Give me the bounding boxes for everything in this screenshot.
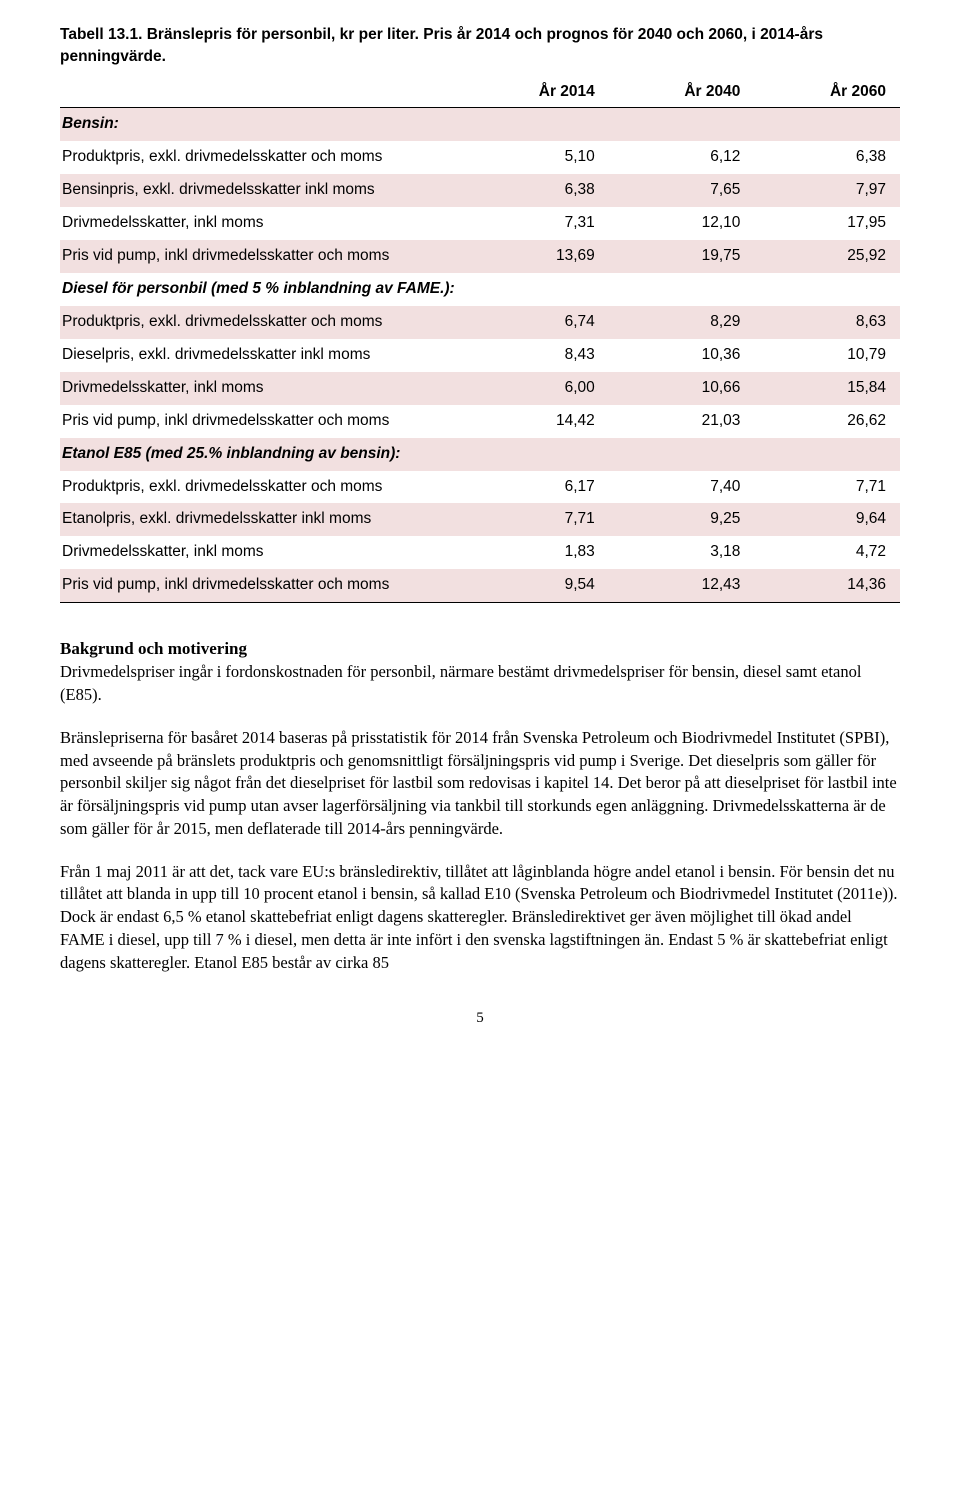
table-title: Tabell 13.1. Bränslepris för personbil, … (60, 24, 900, 67)
cell-value: 7,71 (463, 503, 609, 536)
row-label: Drivmedelsskatter, inkl moms (60, 536, 463, 569)
cell-value: 6,00 (463, 372, 609, 405)
cell-value: 21,03 (609, 405, 755, 438)
cell-value: 13,69 (463, 240, 609, 273)
cell-value: 26,62 (754, 405, 900, 438)
row-label: Produktpris, exkl. drivmedelsskatter och… (60, 471, 463, 504)
table-row: Produktpris, exkl. drivmedelsskatter och… (60, 306, 900, 339)
cell-value: 14,36 (754, 569, 900, 602)
table-row: Pris vid pump, inkl drivmedelsskatter oc… (60, 569, 900, 602)
table-row: Bensinpris, exkl. drivmedelsskatter inkl… (60, 174, 900, 207)
cell-value: 3,18 (609, 536, 755, 569)
table-row: Etanolpris, exkl. drivmedelsskatter inkl… (60, 503, 900, 536)
cell-value: 7,97 (754, 174, 900, 207)
row-label: Pris vid pump, inkl drivmedelsskatter oc… (60, 569, 463, 602)
cell-value: 7,71 (754, 471, 900, 504)
col-header-2: År 2040 (609, 77, 755, 108)
row-label: Produktpris, exkl. drivmedelsskatter och… (60, 141, 463, 174)
cell-value: 7,31 (463, 207, 609, 240)
cell-value: 6,38 (754, 141, 900, 174)
cell-value: 6,38 (463, 174, 609, 207)
page-number: 5 (60, 1010, 900, 1027)
table-row: Drivmedelsskatter, inkl moms7,3112,1017,… (60, 207, 900, 240)
cell-value: 6,74 (463, 306, 609, 339)
cell-value: 17,95 (754, 207, 900, 240)
cell-value: 12,10 (609, 207, 755, 240)
cell-value: 8,43 (463, 339, 609, 372)
col-header-0 (60, 77, 463, 108)
row-label: Pris vid pump, inkl drivmedelsskatter oc… (60, 240, 463, 273)
section-header-cell: Etanol E85 (med 25.% inblandning av bens… (60, 438, 900, 471)
cell-value: 10,79 (754, 339, 900, 372)
table-row: Pris vid pump, inkl drivmedelsskatter oc… (60, 240, 900, 273)
cell-value: 10,36 (609, 339, 755, 372)
cell-value: 8,29 (609, 306, 755, 339)
col-header-1: År 2014 (463, 77, 609, 108)
table-row: Drivmedelsskatter, inkl moms6,0010,6615,… (60, 372, 900, 405)
row-label: Etanolpris, exkl. drivmedelsskatter inkl… (60, 503, 463, 536)
row-label: Produktpris, exkl. drivmedelsskatter och… (60, 306, 463, 339)
row-label: Dieselpris, exkl. drivmedelsskatter inkl… (60, 339, 463, 372)
body-paragraph: Drivmedelspriser ingår i fordonskostnade… (60, 661, 900, 707)
cell-value: 1,83 (463, 536, 609, 569)
body-paragraph: Från 1 maj 2011 är att det, tack vare EU… (60, 861, 900, 975)
cell-value: 4,72 (754, 536, 900, 569)
price-table: År 2014 År 2040 År 2060 Bensin:Produktpr… (60, 77, 900, 603)
cell-value: 7,40 (609, 471, 755, 504)
cell-value: 8,63 (754, 306, 900, 339)
cell-value: 9,54 (463, 569, 609, 602)
col-header-3: År 2060 (754, 77, 900, 108)
cell-value: 25,92 (754, 240, 900, 273)
row-label: Pris vid pump, inkl drivmedelsskatter oc… (60, 405, 463, 438)
cell-value: 19,75 (609, 240, 755, 273)
body-paragraph: Bränslepriserna för basåret 2014 baseras… (60, 727, 900, 841)
table-row: Pris vid pump, inkl drivmedelsskatter oc… (60, 405, 900, 438)
cell-value: 6,12 (609, 141, 755, 174)
section-heading: Bakgrund och motivering (60, 639, 900, 659)
table-row: Produktpris, exkl. drivmedelsskatter och… (60, 141, 900, 174)
section-header-cell: Bensin: (60, 108, 900, 141)
cell-value: 7,65 (609, 174, 755, 207)
cell-value: 10,66 (609, 372, 755, 405)
cell-value: 9,25 (609, 503, 755, 536)
table-row: Drivmedelsskatter, inkl moms1,833,184,72 (60, 536, 900, 569)
table-row: Produktpris, exkl. drivmedelsskatter och… (60, 471, 900, 504)
row-label: Bensinpris, exkl. drivmedelsskatter inkl… (60, 174, 463, 207)
cell-value: 6,17 (463, 471, 609, 504)
cell-value: 15,84 (754, 372, 900, 405)
cell-value: 12,43 (609, 569, 755, 602)
cell-value: 9,64 (754, 503, 900, 536)
row-label: Drivmedelsskatter, inkl moms (60, 207, 463, 240)
table-header-row: År 2014 År 2040 År 2060 (60, 77, 900, 108)
cell-value: 14,42 (463, 405, 609, 438)
table-row: Dieselpris, exkl. drivmedelsskatter inkl… (60, 339, 900, 372)
cell-value: 5,10 (463, 141, 609, 174)
section-header-cell: Diesel för personbil (med 5 % inblandnin… (60, 273, 900, 306)
row-label: Drivmedelsskatter, inkl moms (60, 372, 463, 405)
